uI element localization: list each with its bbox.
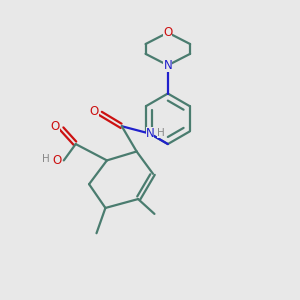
Text: O: O [89,105,99,118]
Text: N: N [146,127,154,140]
Text: O: O [51,120,60,133]
Text: H: H [41,154,49,164]
Text: N: N [164,59,172,72]
Text: O: O [52,154,62,167]
Text: O: O [163,26,172,39]
Text: H: H [158,128,165,138]
